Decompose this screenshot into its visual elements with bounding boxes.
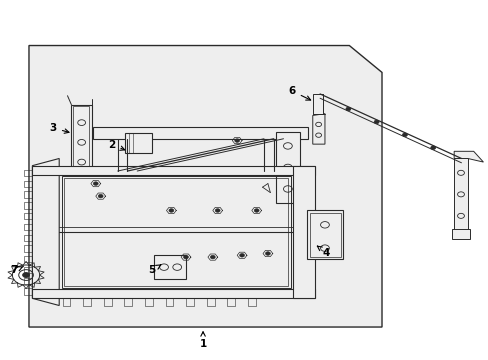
Bar — [83, 298, 91, 306]
Bar — [23, 213, 32, 220]
Bar — [103, 298, 111, 306]
Polygon shape — [29, 45, 381, 327]
Circle shape — [373, 120, 378, 124]
Text: 1: 1 — [199, 332, 206, 349]
Circle shape — [93, 182, 98, 185]
Text: 3: 3 — [50, 123, 69, 133]
Bar — [23, 256, 32, 262]
Bar — [124, 298, 132, 306]
Polygon shape — [312, 94, 322, 114]
Bar — [23, 181, 32, 187]
Bar — [23, 234, 32, 241]
Text: 6: 6 — [288, 86, 310, 100]
Circle shape — [168, 209, 173, 212]
Bar — [306, 211, 343, 259]
Circle shape — [22, 273, 29, 278]
Bar — [125, 134, 152, 153]
Bar — [23, 245, 32, 252]
Circle shape — [234, 139, 239, 142]
Bar — [23, 267, 32, 273]
Circle shape — [265, 252, 270, 255]
Bar — [32, 289, 315, 298]
Circle shape — [98, 194, 103, 198]
Bar — [71, 105, 92, 175]
Bar — [32, 166, 315, 175]
Bar — [23, 224, 32, 230]
Circle shape — [345, 107, 350, 111]
Bar — [309, 213, 340, 257]
Bar — [247, 298, 255, 306]
Bar — [206, 298, 214, 306]
Circle shape — [215, 209, 220, 212]
Bar — [93, 127, 307, 139]
Bar — [154, 255, 185, 279]
Bar — [186, 298, 194, 306]
Circle shape — [402, 133, 407, 136]
Bar — [61, 176, 290, 288]
Polygon shape — [453, 151, 483, 162]
Bar — [73, 107, 89, 173]
Bar — [23, 278, 32, 284]
Bar — [64, 178, 288, 286]
Circle shape — [210, 255, 215, 259]
Text: 2: 2 — [108, 140, 124, 150]
Text: 4: 4 — [317, 246, 329, 258]
Circle shape — [239, 253, 244, 257]
Text: 5: 5 — [148, 265, 161, 275]
Bar — [165, 298, 173, 306]
Bar — [453, 158, 467, 230]
Bar — [293, 166, 315, 298]
Bar — [23, 288, 32, 295]
Text: 7: 7 — [11, 265, 23, 275]
Bar — [451, 229, 469, 239]
Polygon shape — [32, 158, 59, 306]
Circle shape — [183, 255, 188, 259]
Bar — [23, 202, 32, 209]
Bar — [227, 298, 235, 306]
Bar — [23, 192, 32, 198]
Circle shape — [254, 209, 259, 212]
Bar — [23, 170, 32, 176]
Bar — [62, 298, 70, 306]
Circle shape — [430, 146, 435, 149]
Polygon shape — [312, 114, 325, 144]
Bar — [144, 298, 152, 306]
Bar — [276, 132, 299, 203]
